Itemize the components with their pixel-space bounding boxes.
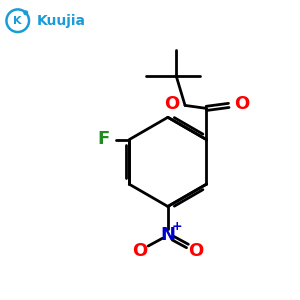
Text: O: O — [164, 95, 180, 113]
Text: O: O — [133, 242, 148, 260]
Text: K: K — [14, 16, 22, 26]
Circle shape — [24, 11, 28, 14]
Text: N: N — [160, 226, 175, 244]
Text: Kuujia: Kuujia — [37, 14, 86, 28]
Text: +: + — [172, 220, 183, 233]
Text: F: F — [98, 130, 110, 148]
Text: O: O — [234, 95, 249, 113]
Text: O: O — [188, 242, 203, 260]
